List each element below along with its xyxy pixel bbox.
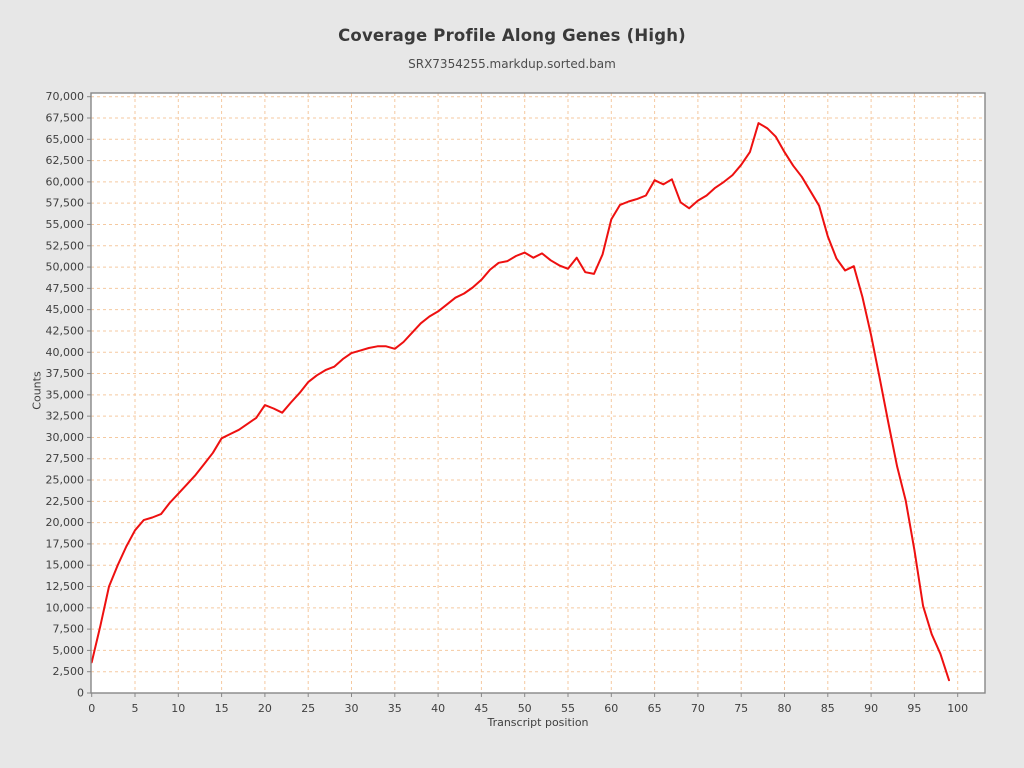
x-tick-label: 5 <box>132 702 139 715</box>
x-tick-label: 50 <box>518 702 532 715</box>
x-tick-label: 100 <box>947 702 968 715</box>
y-tick-label: 20,000 <box>46 516 85 529</box>
x-tick-label: 30 <box>345 702 359 715</box>
y-tick-label: 37,500 <box>46 367 85 380</box>
y-tick-label: 0 <box>77 687 84 700</box>
y-tick-label: 17,500 <box>46 537 85 550</box>
x-tick-label: 15 <box>215 702 229 715</box>
x-tick-label: 60 <box>604 702 618 715</box>
y-tick-label: 32,500 <box>46 410 85 423</box>
y-tick-label: 45,000 <box>46 303 85 316</box>
y-axis-label: Counts <box>30 371 44 410</box>
y-tick-label: 25,000 <box>46 474 85 487</box>
coverage-series-line <box>90 122 950 682</box>
x-tick-label: 20 <box>258 702 272 715</box>
x-tick-label: 0 <box>88 702 95 715</box>
y-tick-label: 42,500 <box>46 324 85 337</box>
y-tick-label: 15,000 <box>46 559 85 572</box>
y-tick-label: 12,500 <box>46 580 85 593</box>
x-tick-label: 85 <box>821 702 835 715</box>
y-tick-label: 27,500 <box>46 452 85 465</box>
y-tick-label: 7,500 <box>53 623 85 636</box>
x-tick-label: 80 <box>778 702 792 715</box>
chart-subtitle: SRX7354255.markdup.sorted.bam <box>408 57 616 71</box>
y-tick-label: 70,000 <box>46 90 85 103</box>
y-tick-label: 5,000 <box>53 644 85 657</box>
x-tick-label: 35 <box>388 702 402 715</box>
x-tick-label: 65 <box>648 702 662 715</box>
y-tick-label: 10,000 <box>46 601 85 614</box>
y-tick-label: 55,000 <box>46 218 85 231</box>
x-tick-label: 40 <box>431 702 445 715</box>
x-tick-label: 70 <box>691 702 705 715</box>
coverage-line-plot: 0 5 10 15 20 25 30 35 40 45 50 55 60 65 70 75 80 85 90 95 10… <box>46 90 986 715</box>
y-tick-label: 47,500 <box>46 282 85 295</box>
x-tick-label: 95 <box>907 702 921 715</box>
y-tick-label: 40,000 <box>46 346 85 359</box>
x-tick-label: 45 <box>474 702 488 715</box>
y-tick-label: 62,500 <box>46 154 85 167</box>
y-tick-label: 52,500 <box>46 239 85 252</box>
y-tick-label: 30,000 <box>46 431 85 444</box>
y-tick-label: 60,000 <box>46 175 85 188</box>
x-tick-label: 55 <box>561 702 575 715</box>
x-tick-label: 10 <box>171 702 185 715</box>
y-tick-label: 57,500 <box>46 197 85 210</box>
y-tick-label: 65,000 <box>46 133 85 146</box>
x-tick-label: 25 <box>301 702 315 715</box>
y-tick-label: 35,000 <box>46 388 85 401</box>
y-tick-label: 50,000 <box>46 261 85 274</box>
x-tick-label: 90 <box>864 702 878 715</box>
x-tick-label: 75 <box>734 702 748 715</box>
plot-background <box>91 93 985 693</box>
y-tick-label: 67,500 <box>46 111 85 124</box>
x-axis-label: Transcript position <box>487 716 589 729</box>
y-tick-label: 2,500 <box>53 665 85 678</box>
chart-title: Coverage Profile Along Genes (High) <box>338 26 686 45</box>
plot-border <box>90 92 986 694</box>
y-tick-label: 22,500 <box>46 495 85 508</box>
